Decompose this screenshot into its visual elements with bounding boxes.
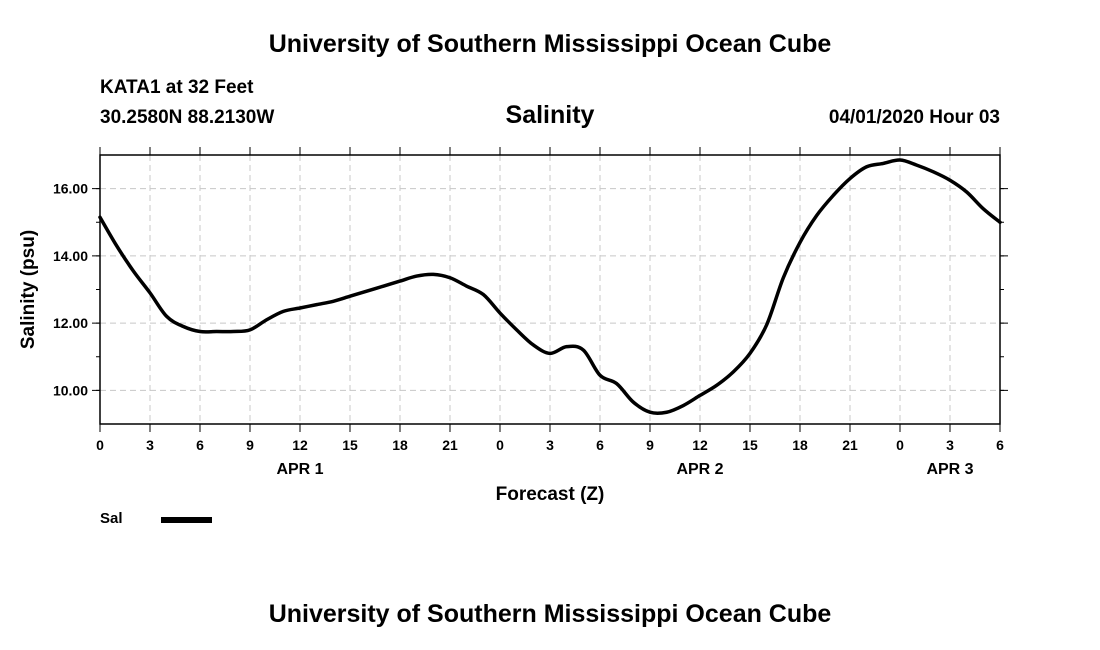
y-tick-label: 10.00 [53,382,88,398]
y-axis-title: Salinity (psu) [18,230,39,349]
x-tick-label: 15 [742,437,758,453]
chart-title: Salinity [505,101,595,129]
x-tick-label: 6 [596,437,604,453]
x-tick-label: 3 [946,437,954,453]
x-tick-label: 3 [146,437,154,453]
y-tick-label: 16.00 [53,181,88,197]
legend-swatch [161,517,212,523]
x-tick-label: 18 [392,437,408,453]
x-tick-label: 21 [442,437,458,453]
station-label: KATA1 at 32 Feet [100,77,254,98]
x-tick-label: 15 [342,437,358,453]
forecast-datetime: 04/01/2020 Hour 03 [828,107,1000,128]
plot-frame [99,154,1001,425]
x-tick-label: 9 [646,437,654,453]
x-tick-label: 0 [896,437,904,453]
page-title: University of Southern Mississippi Ocean… [268,30,832,58]
x-tick-label: 12 [692,437,708,453]
x-tick-label: 6 [196,437,204,453]
x-tick-label: 0 [96,437,104,453]
station-coordinates: 30.2580N 88.2130W [100,107,275,128]
x-tick-label: 12 [292,437,308,453]
x-tick-label: 21 [842,437,858,453]
x-tick-label: 6 [996,437,1004,453]
x-tick-label: 3 [546,437,554,453]
legend-label: Sal [100,510,123,527]
x-day-label: APR 2 [676,461,723,478]
x-tick-label: 18 [792,437,808,453]
x-day-label: APR 1 [276,461,323,478]
y-tick-label: 12.00 [53,315,88,331]
x-day-label: APR 3 [926,461,973,478]
footer-title: University of Southern Mississippi Ocean… [268,600,832,628]
y-tick-label: 14.00 [53,248,88,264]
series-line-sal [98,158,1002,416]
x-tick-label: 9 [246,437,254,453]
x-axis-title: Forecast (Z) [496,484,605,505]
x-tick-label: 0 [496,437,504,453]
